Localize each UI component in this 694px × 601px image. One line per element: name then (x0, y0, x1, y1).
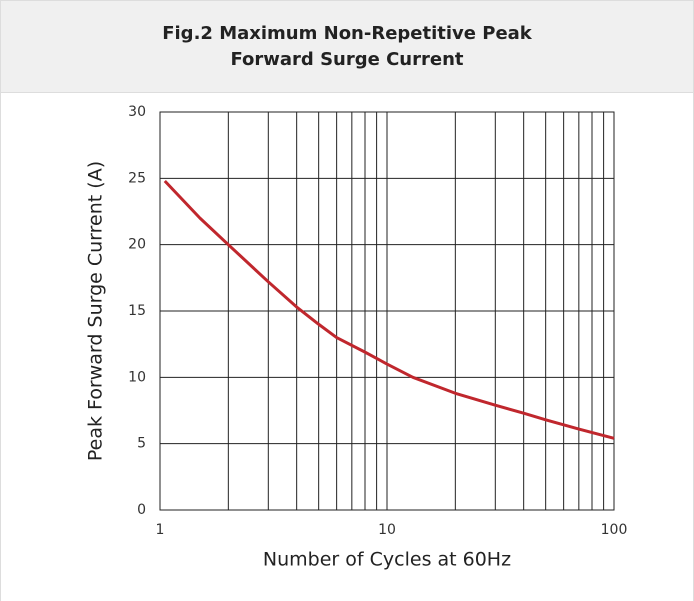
y-tick-label: 20 (128, 237, 146, 253)
y-tick-label: 10 (128, 369, 146, 385)
y-tick-label: 15 (128, 303, 146, 319)
y-tick-label: 30 (128, 104, 146, 120)
x-tick-label: 1 (156, 522, 165, 538)
header-band (0, 0, 694, 93)
y-tick-label: 5 (137, 436, 146, 452)
x-tick-label: 10 (378, 522, 396, 538)
chart-title: Fig.2 Maximum Non-Repetitive Peak (162, 23, 533, 44)
y-axis-title: Peak Forward Surge Current (A) (85, 161, 107, 461)
curve (163, 179, 615, 440)
y-tick-label: 25 (128, 170, 146, 186)
plot-border (159, 111, 615, 511)
x-axis-title: Number of Cycles at 60Hz (263, 549, 511, 571)
x-tick-label: 100 (601, 522, 628, 538)
chart-subtitle: Forward Surge Current (230, 49, 463, 70)
y-tick-label: 0 (137, 502, 146, 518)
